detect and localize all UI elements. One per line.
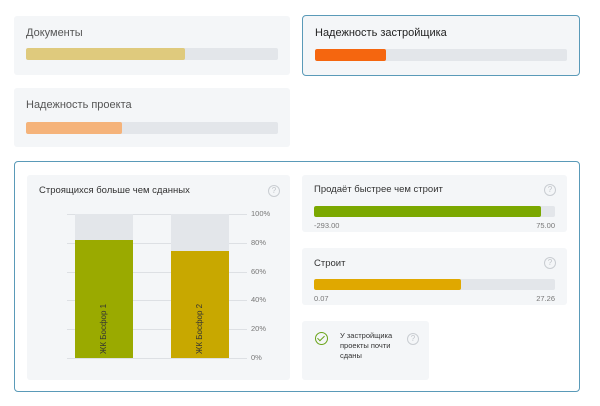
y-tick-label: 80%: [251, 237, 267, 247]
card-project-reliability[interactable]: Надежность проекта: [14, 88, 290, 147]
builds-fill: [314, 279, 461, 290]
help-icon[interactable]: ?: [268, 185, 280, 197]
progress-fill: [26, 48, 185, 60]
y-tick-label: 20%: [251, 324, 267, 334]
bar[interactable]: [75, 239, 133, 358]
progress-track: [26, 122, 278, 134]
chart-title: Строящихся больше чем сданных: [39, 185, 190, 196]
sells-max: 75.00: [536, 221, 555, 230]
progress-track: [26, 48, 278, 60]
status-card: У застройщика проекты почти сданы ?: [302, 321, 429, 380]
sells-faster-card: Продаёт быстрее чем строит ? -293.00 75.…: [302, 175, 567, 232]
sells-track: [314, 206, 555, 217]
card-title: Надежность застройщика: [315, 27, 447, 39]
grid-line: [67, 242, 247, 244]
bar[interactable]: [171, 251, 229, 358]
help-icon[interactable]: ?: [407, 333, 419, 345]
builds-min: 0.07: [314, 294, 329, 303]
y-tick-label: 60%: [251, 266, 267, 276]
help-icon[interactable]: ?: [544, 257, 556, 269]
grid-line: [67, 214, 247, 215]
bar-category-label: ЖК Босфор 1: [99, 303, 108, 354]
y-tick-label: 40%: [251, 295, 267, 305]
sells-min: -293.00: [314, 221, 340, 230]
grid-line: [67, 300, 247, 302]
grid-line: [67, 271, 247, 273]
progress-fill: [315, 49, 386, 61]
sells-title: Продаёт быстрее чем строит: [314, 184, 443, 195]
sells-fill: [314, 206, 541, 217]
card-developer-reliability[interactable]: Надежность застройщика: [302, 15, 580, 76]
card-documents[interactable]: Документы: [14, 16, 290, 75]
builds-track: [314, 279, 555, 290]
help-icon[interactable]: ?: [544, 184, 556, 196]
builds-max: 27.26: [536, 294, 555, 303]
grid-line: [67, 329, 247, 331]
progress-fill: [26, 122, 122, 134]
builds-card: Строит ? 0.07 27.26: [302, 248, 567, 305]
card-title: Надежность проекта: [26, 99, 132, 111]
status-text: У застройщика проекты почти сданы: [340, 331, 393, 360]
chart-card: Строящихся больше чем сданных ? 0% 20% 40%…: [27, 175, 290, 380]
grid-line: [67, 358, 247, 359]
y-tick-label: 0%: [251, 353, 262, 362]
bar-category-label: ЖК Босфор 2: [195, 303, 204, 354]
check-circle-icon: [315, 332, 328, 345]
progress-track: [315, 49, 567, 61]
y-tick-label: 100%: [251, 209, 271, 218]
card-title: Документы: [26, 27, 83, 39]
builds-title: Строит: [314, 258, 346, 269]
